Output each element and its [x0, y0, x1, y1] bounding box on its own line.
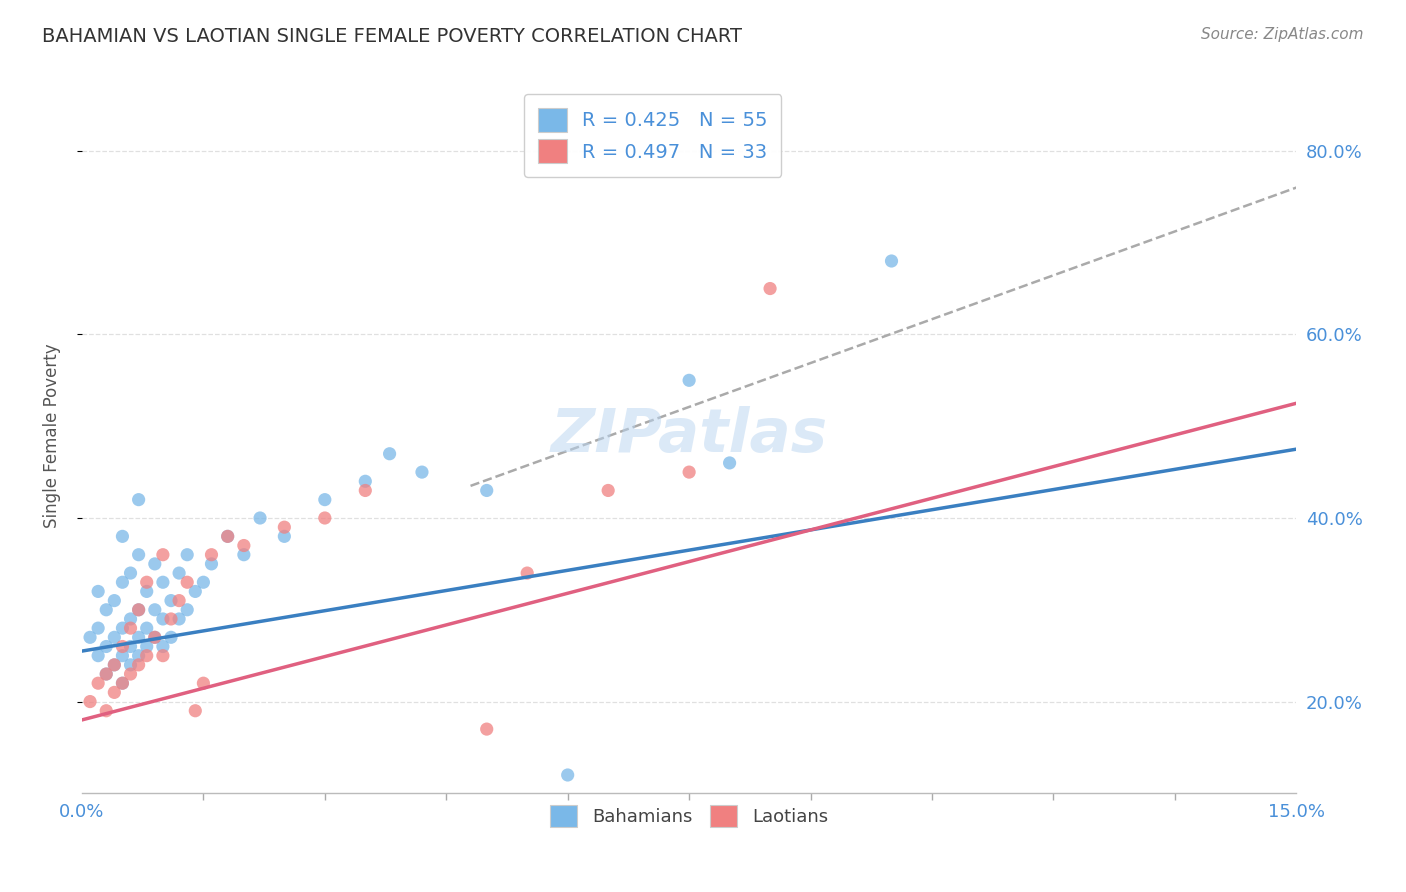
- Point: [120, 640, 142, 654]
- Point: [200, 557, 222, 571]
- Point: [176, 575, 198, 590]
- Point: [79, 630, 101, 644]
- Point: [378, 447, 401, 461]
- Point: [475, 722, 498, 736]
- Point: [176, 603, 198, 617]
- Point: [111, 676, 134, 690]
- Text: ZIPatlas: ZIPatlas: [551, 406, 828, 465]
- Point: [314, 492, 336, 507]
- Point: [135, 575, 157, 590]
- Point: [160, 630, 183, 644]
- Point: [120, 667, 142, 681]
- Point: [880, 254, 903, 268]
- Point: [152, 648, 174, 663]
- Point: [128, 657, 150, 672]
- Point: [87, 676, 110, 690]
- Point: [759, 281, 782, 295]
- Point: [135, 621, 157, 635]
- Point: [718, 456, 741, 470]
- Point: [200, 548, 222, 562]
- Point: [176, 548, 198, 562]
- Point: [111, 640, 134, 654]
- Point: [120, 657, 142, 672]
- Point: [273, 520, 295, 534]
- Point: [96, 640, 118, 654]
- Point: [678, 373, 700, 387]
- Point: [232, 548, 254, 562]
- Point: [193, 575, 215, 590]
- Point: [128, 648, 150, 663]
- Legend: Bahamians, Laotians: Bahamians, Laotians: [543, 798, 835, 834]
- Point: [111, 621, 134, 635]
- Point: [120, 566, 142, 580]
- Point: [135, 640, 157, 654]
- Point: [598, 483, 620, 498]
- Point: [111, 676, 134, 690]
- Point: [152, 640, 174, 654]
- Text: Source: ZipAtlas.com: Source: ZipAtlas.com: [1201, 27, 1364, 42]
- Point: [314, 511, 336, 525]
- Point: [128, 603, 150, 617]
- Y-axis label: Single Female Poverty: Single Female Poverty: [44, 343, 60, 528]
- Point: [167, 566, 190, 580]
- Text: BAHAMIAN VS LAOTIAN SINGLE FEMALE POVERTY CORRELATION CHART: BAHAMIAN VS LAOTIAN SINGLE FEMALE POVERT…: [42, 27, 742, 45]
- Point: [96, 603, 118, 617]
- Point: [87, 621, 110, 635]
- Point: [193, 676, 215, 690]
- Point: [103, 630, 125, 644]
- Point: [111, 529, 134, 543]
- Point: [96, 667, 118, 681]
- Point: [87, 584, 110, 599]
- Point: [167, 612, 190, 626]
- Point: [232, 539, 254, 553]
- Point: [152, 612, 174, 626]
- Point: [160, 593, 183, 607]
- Point: [128, 492, 150, 507]
- Point: [152, 575, 174, 590]
- Point: [79, 695, 101, 709]
- Point: [160, 612, 183, 626]
- Point: [152, 548, 174, 562]
- Point: [135, 584, 157, 599]
- Point: [120, 621, 142, 635]
- Point: [128, 630, 150, 644]
- Point: [217, 529, 239, 543]
- Point: [273, 529, 295, 543]
- Point: [143, 630, 166, 644]
- Point: [678, 465, 700, 479]
- Point: [120, 612, 142, 626]
- Point: [103, 593, 125, 607]
- Point: [167, 593, 190, 607]
- Point: [516, 566, 538, 580]
- Point: [111, 648, 134, 663]
- Point: [557, 768, 579, 782]
- Point: [103, 657, 125, 672]
- Point: [143, 557, 166, 571]
- Point: [103, 685, 125, 699]
- Point: [111, 575, 134, 590]
- Point: [87, 648, 110, 663]
- Point: [128, 603, 150, 617]
- Point: [143, 603, 166, 617]
- Point: [411, 465, 433, 479]
- Point: [184, 584, 207, 599]
- Point: [475, 483, 498, 498]
- Point: [184, 704, 207, 718]
- Point: [128, 548, 150, 562]
- Point: [217, 529, 239, 543]
- Point: [143, 630, 166, 644]
- Point: [249, 511, 271, 525]
- Point: [354, 475, 377, 489]
- Point: [135, 648, 157, 663]
- Point: [103, 657, 125, 672]
- Point: [96, 704, 118, 718]
- Point: [96, 667, 118, 681]
- Point: [354, 483, 377, 498]
